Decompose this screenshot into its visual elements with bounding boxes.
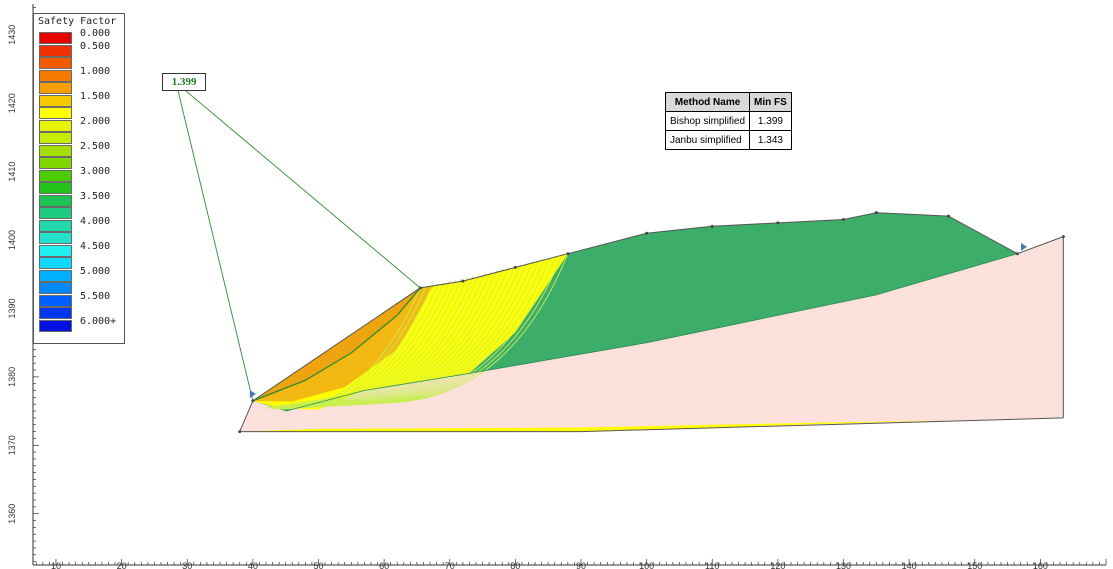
- vertex-marker: [1061, 235, 1065, 239]
- y-tick-label: 1380: [7, 367, 17, 387]
- min-fs-cell: 1.343: [749, 130, 792, 150]
- x-tick-label: 80: [510, 561, 520, 569]
- safety-factor-legend: Safety Factor 0.000 0.500 1.000 1.500 2.000 2…: [33, 13, 125, 344]
- x-tick-label: 50: [313, 561, 323, 569]
- y-tick-label: 1370: [7, 435, 17, 455]
- vertex-marker: [566, 252, 570, 256]
- legend-swatch: [39, 119, 72, 132]
- legend-label: 1.500: [80, 90, 111, 102]
- legend-swatch: [39, 219, 72, 232]
- method-name-cell: Bishop simplified: [664, 111, 751, 131]
- legend-swatch: [39, 194, 72, 207]
- legend-label: 2.500: [80, 140, 111, 152]
- legend-swatch: [39, 69, 72, 82]
- legend-swatch: [39, 307, 72, 319]
- vertex-marker: [645, 231, 649, 235]
- x-tick-label: 30: [182, 561, 192, 569]
- critical-fs-label: 1.399: [162, 72, 207, 91]
- legend-swatch: [39, 182, 72, 194]
- legend-swatch: [39, 169, 72, 182]
- legend-swatch: [39, 294, 72, 307]
- legend-label: 5.000: [80, 265, 111, 277]
- x-tick-label: 60: [379, 561, 389, 569]
- legend-swatch: [39, 107, 72, 119]
- x-tick-label: 40: [248, 561, 258, 569]
- legend-swatch: [39, 132, 72, 144]
- method-results-table: Method Name Min FS Bishop simplified 1.3…: [664, 92, 792, 150]
- legend-title: Safety Factor: [38, 16, 117, 27]
- vertex-marker: [946, 214, 950, 218]
- critical-slip-surface: [252, 287, 421, 402]
- x-tick-label: 120: [770, 561, 785, 569]
- vertex-marker: [841, 218, 845, 222]
- legend-label: 3.000: [80, 165, 111, 177]
- slope-model: [175, 82, 1065, 434]
- legend-swatch: [39, 257, 72, 269]
- fs-leader-line: [175, 82, 254, 401]
- slip-circle: [331, 253, 569, 404]
- slip-limit-marker: [249, 389, 256, 398]
- legend-swatch: [39, 57, 72, 69]
- legend-swatch: [39, 32, 72, 44]
- table-header-row: Method Name Min FS: [664, 92, 792, 112]
- legend-label: 2.000: [80, 115, 111, 127]
- legend-label: 0.500: [80, 40, 111, 52]
- base-strip-yellow: [239, 420, 949, 432]
- min-fs-cell: 1.399: [749, 111, 792, 131]
- legend-swatch: [39, 282, 72, 294]
- layer-boundary-line: [285, 253, 1018, 412]
- x-tick-label: 90: [576, 561, 586, 569]
- x-tick-label: 20: [117, 561, 127, 569]
- table-row: Janbu simplified 1.343: [664, 130, 792, 150]
- legend-swatch: [39, 207, 72, 219]
- fs-leader-line: [175, 82, 421, 289]
- legend-swatch: [39, 94, 72, 107]
- vertex-marker: [874, 211, 878, 215]
- model-base-line: [239, 417, 1064, 433]
- y-tick-label: 1400: [7, 230, 17, 250]
- ground-surface-line: [239, 212, 1064, 432]
- legend-swatch: [39, 157, 72, 169]
- y-tick-label: 1360: [7, 504, 17, 524]
- legend-swatch: [39, 44, 72, 57]
- min-fs-header: Min FS: [749, 92, 792, 112]
- table-row: Bishop simplified 1.399: [664, 111, 792, 131]
- legend-label: 4.000: [80, 215, 111, 227]
- vertex-marker: [461, 279, 465, 283]
- vertex-marker: [710, 224, 714, 228]
- y-tick-label: 1420: [7, 93, 17, 113]
- legend-label: 1.000: [80, 65, 111, 77]
- legend-swatch: [39, 144, 72, 157]
- method-name-cell: Janbu simplified: [664, 130, 751, 150]
- legend-label: 0.000: [80, 28, 111, 39]
- x-tick-label: 10: [51, 561, 61, 569]
- vertex-marker: [238, 430, 242, 434]
- x-tick-label: 110: [705, 561, 719, 569]
- legend-swatch: [39, 269, 72, 282]
- x-tick-label: 160: [1033, 561, 1048, 569]
- vertex-marker: [1015, 252, 1019, 256]
- legend-label: 3.500: [80, 190, 111, 202]
- x-tick-label: 70: [445, 561, 455, 569]
- y-tick-label: 1430: [7, 25, 17, 45]
- legend-label: 6.000+: [80, 315, 117, 327]
- method-name-header: Method Name: [664, 92, 751, 112]
- x-tick-label: 150: [967, 561, 982, 569]
- legend-label: 5.500: [80, 290, 111, 302]
- vertex-marker: [513, 265, 517, 269]
- y-tick-label: 1410: [7, 162, 17, 182]
- legend-swatch: [39, 319, 72, 332]
- legend-swatch: [39, 232, 72, 244]
- legend-label: 4.500: [80, 240, 111, 252]
- x-tick-label: 140: [902, 561, 917, 569]
- x-tick-label: 100: [639, 561, 654, 569]
- legend-swatch: [39, 244, 72, 257]
- legend-swatch: [39, 82, 72, 94]
- x-tick-label: 130: [836, 561, 851, 569]
- slip-limit-marker: [1020, 242, 1027, 251]
- y-tick-label: 1390: [7, 298, 17, 318]
- vertex-marker: [776, 221, 780, 225]
